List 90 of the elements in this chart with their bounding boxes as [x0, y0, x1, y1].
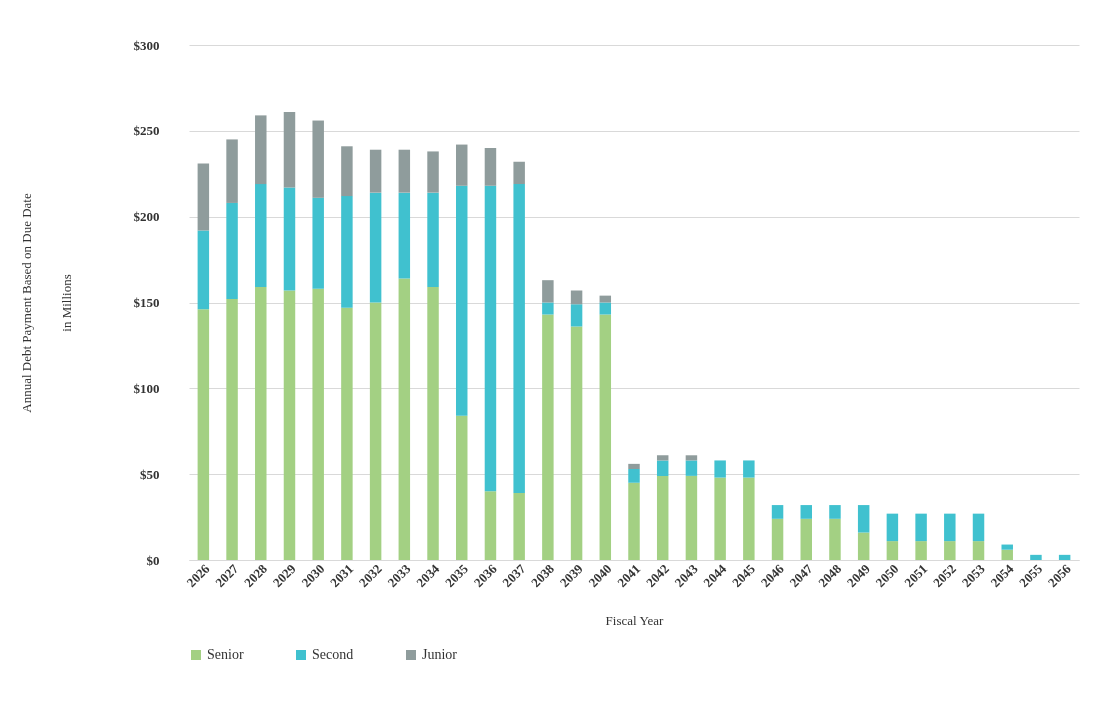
bar — [1001, 544, 1013, 550]
bar — [714, 477, 726, 560]
y-tick-label: $250 — [133, 123, 160, 139]
bar — [570, 290, 583, 305]
x-axis-title: Fiscal Year — [605, 613, 665, 629]
bar — [570, 326, 583, 560]
bar — [484, 185, 497, 492]
bar — [312, 197, 324, 289]
bar — [599, 295, 612, 303]
bar — [513, 184, 525, 494]
bar — [312, 120, 324, 198]
bar — [513, 493, 525, 560]
bar — [255, 184, 267, 288]
bar — [255, 115, 267, 185]
bar — [255, 287, 267, 560]
bar — [972, 513, 985, 542]
y-tick-label: $200 — [133, 209, 160, 225]
bar — [915, 541, 927, 560]
y-tick-label: $50 — [140, 466, 160, 482]
bar — [1030, 554, 1042, 560]
bar — [800, 518, 812, 560]
bar — [656, 455, 669, 461]
bar — [886, 541, 899, 560]
bar — [542, 314, 554, 560]
bar — [944, 513, 956, 542]
bar — [972, 541, 985, 560]
bar — [656, 460, 669, 476]
bar — [398, 278, 411, 560]
bar — [743, 477, 755, 560]
bar — [542, 280, 554, 303]
text: Annual Debt Payment Based on Due Date in Millions — [18, 193, 74, 413]
bar — [628, 482, 640, 560]
bar — [484, 148, 497, 186]
bar — [283, 187, 296, 291]
bar — [197, 163, 210, 231]
bar — [886, 513, 899, 542]
bar — [685, 475, 698, 560]
bar — [369, 192, 382, 303]
bar — [685, 455, 698, 461]
bar — [427, 287, 439, 560]
bar — [599, 314, 612, 560]
bar — [628, 469, 640, 483]
bar — [456, 185, 468, 416]
bar — [915, 513, 927, 542]
bar — [570, 304, 583, 327]
bar — [1001, 549, 1013, 560]
bar — [542, 302, 554, 315]
bar — [341, 146, 353, 197]
bar — [226, 299, 238, 560]
bar — [197, 230, 210, 310]
y-tick-label: $0 — [146, 552, 160, 568]
bar — [341, 196, 353, 308]
bar — [944, 541, 956, 560]
legend-label: Second — [312, 647, 354, 662]
y-tick-label: $100 — [133, 380, 160, 396]
bar — [599, 302, 612, 315]
legend-label: Senior — [207, 647, 244, 662]
bar — [369, 302, 382, 560]
bar — [226, 139, 238, 203]
bar — [427, 192, 439, 288]
bar — [1058, 554, 1071, 560]
y-tick-label: $300 — [133, 37, 160, 53]
legend-label: Junior — [422, 647, 458, 662]
bar — [398, 149, 411, 193]
bar — [743, 460, 755, 478]
bar — [771, 518, 784, 560]
bar — [283, 111, 296, 188]
bar — [829, 505, 841, 519]
bar — [714, 460, 726, 478]
bar — [226, 202, 238, 300]
y-tick-label: $150 — [133, 295, 160, 310]
bar — [312, 288, 324, 560]
bar — [398, 192, 411, 279]
bar — [771, 505, 784, 519]
bar — [857, 505, 870, 533]
bar — [513, 161, 525, 185]
bar — [628, 463, 640, 470]
bar — [857, 532, 870, 560]
bar — [800, 505, 812, 519]
bar — [829, 518, 841, 560]
bar — [283, 290, 296, 560]
bar — [484, 491, 497, 560]
bar — [369, 149, 382, 193]
bar — [685, 460, 698, 476]
bar — [656, 475, 669, 560]
bar — [456, 144, 468, 186]
bar — [427, 151, 439, 193]
bar — [456, 415, 468, 560]
bar — [341, 307, 353, 560]
bar — [197, 309, 210, 560]
